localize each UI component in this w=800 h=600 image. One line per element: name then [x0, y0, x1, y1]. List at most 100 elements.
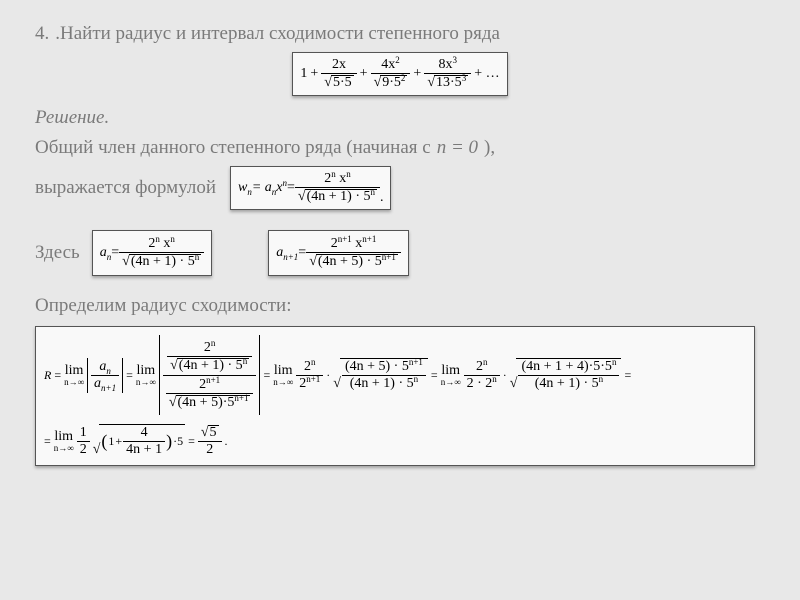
r-mul5: ·5 — [173, 434, 183, 449]
here-label: Здесь — [35, 242, 80, 264]
an-frac: 2n xn (4n + 1) · 5n — [119, 236, 204, 270]
r-1: 1 — [108, 434, 114, 449]
r-l2b: n→∞ — [136, 378, 156, 387]
r-abs2: 2n (4n + 1) · 5n 2n+1 (4n + 5)·5n+1 — [159, 335, 261, 415]
r-s3de: n — [492, 374, 497, 384]
r-s3n: 2 — [476, 359, 483, 374]
t3-den-e: 3 — [462, 73, 467, 83]
r-rn: 5 — [208, 425, 219, 440]
an1-eq: = — [298, 245, 306, 261]
r-fn: 4 — [138, 425, 151, 441]
t1-num: 2x — [329, 57, 349, 73]
term0: 1 — [300, 66, 307, 82]
r-d1: (4n + 1) · 5 — [179, 358, 243, 373]
t3-num-b: 8x — [439, 57, 453, 72]
r-hn: 1 — [77, 425, 90, 441]
an-box: an = 2n xn (4n + 1) · 5n — [92, 230, 212, 276]
an1-nbe: n+1 — [362, 234, 376, 244]
expressed-line: выражается формулой wn = anxn = 2n xn (4… — [35, 166, 765, 210]
r-s3rde: n — [599, 374, 604, 384]
r-s3rd: (4n + 1) · 5 — [535, 376, 599, 391]
wn-de: n — [370, 187, 375, 197]
r-s2rne: n+1 — [409, 357, 423, 367]
an-de: n — [195, 252, 200, 262]
r-eq5: = — [44, 434, 51, 449]
an-eq: = — [111, 245, 119, 261]
an-l: a — [100, 245, 107, 260]
gt-pre: Общий член данного степенного ряда (начи… — [35, 137, 431, 159]
r-result: 5 2 — [198, 424, 222, 458]
radius-row1: R = limn→∞ an an+1 = limn→∞ 2n — [44, 331, 746, 419]
r-a2: a — [94, 376, 101, 391]
r-s2a: 2n 2n+1 — [296, 359, 323, 392]
r-eq4: = — [431, 368, 438, 383]
t3-den: 13·5 — [436, 75, 462, 90]
r-l4t: lim — [441, 364, 460, 378]
plus2: + — [360, 66, 368, 82]
r-abs1: an an+1 — [87, 358, 123, 393]
r-s3a: 2n 2 · 2n — [464, 359, 500, 392]
r-s2n: 2 — [304, 359, 311, 374]
r-l3t: lim — [274, 364, 293, 378]
an1-nb: x — [352, 236, 363, 251]
an-nb: x — [160, 236, 171, 251]
r-eq1: = — [54, 368, 61, 383]
term1: 2x 5·5 — [321, 57, 356, 91]
r-s2sqrt: (4n + 5) · 5n+1 (4n + 1) · 5n — [333, 358, 428, 392]
r-s2rn: (4n + 5) · 5 — [345, 359, 409, 374]
wn-nae: n — [331, 169, 336, 179]
r-eq2: = — [126, 368, 133, 383]
an1-box: an+1 = 2n+1 xn+1 (4n + 5) · 5n+1 — [268, 230, 409, 276]
r-fd: 4n + 1 — [123, 442, 165, 458]
term2: 4x2 9·52 — [371, 57, 411, 91]
r-s2ne: n — [311, 357, 316, 367]
r-l5b: n→∞ — [54, 444, 74, 453]
an-ls: n — [107, 252, 112, 262]
here-line: Здесь an = 2n xn (4n + 1) · 5n an+1 = 2n… — [35, 230, 765, 276]
t2-num-b: 4x — [381, 57, 395, 72]
wn-box: wn = anxn = 2n xn (4n + 1) · 5n . — [230, 166, 392, 210]
r-a2s: n+1 — [101, 383, 116, 393]
expressed-label: выражается формулой — [35, 177, 216, 199]
r-n1e: n — [211, 338, 216, 348]
r-lim3: limn→∞ — [273, 364, 293, 387]
plus1: + — [310, 66, 318, 82]
problem-number: 4. — [35, 23, 49, 45]
r-l1b: n→∞ — [64, 378, 84, 387]
r-s3ne: n — [483, 357, 488, 367]
r-half: 1 2 — [77, 425, 90, 458]
t2-num-e: 2 — [395, 55, 400, 65]
t3-num-e: 3 — [453, 55, 458, 65]
r-plus: + — [115, 434, 122, 449]
r-period: . — [225, 434, 228, 449]
r-s2rd: (4n + 1) · 5 — [350, 376, 414, 391]
an-nbe: n — [170, 234, 175, 244]
solution-label: Решение. — [35, 106, 765, 130]
wn-nb: x — [336, 171, 347, 186]
general-term-line: Общий член данного степенного ряда (начи… — [35, 136, 765, 160]
radius-row2: = limn→∞ 1 2 ( 1 + 4 4n + 1 ) ·5 = 5 — [44, 419, 746, 463]
wn-e1: = a — [252, 180, 272, 195]
wn-e1t: x — [276, 180, 282, 195]
r-s2de: n+1 — [306, 374, 320, 384]
r-lim5: limn→∞ — [54, 430, 74, 453]
term3: 8x3 13·53 — [424, 57, 471, 91]
r-n2e: n+1 — [206, 375, 220, 385]
r-l2t: lim — [137, 364, 156, 378]
r-s3d: 2 · 2 — [467, 376, 493, 391]
series-box: 1 + 2x 5·5 + 4x2 9·52 + 8x3 13·53 + … — [292, 52, 507, 96]
wn-e1te: n — [283, 178, 288, 188]
radius-box: R = limn→∞ an an+1 = limn→∞ 2n — [35, 326, 755, 466]
r-s3rne: n — [612, 357, 617, 367]
r-d1e: n — [243, 356, 248, 366]
r-lim2: limn→∞ — [136, 364, 156, 387]
wn-e2: = — [287, 180, 295, 196]
r-eq6: = — [188, 434, 195, 449]
r-s3sqrt: (4n + 1 + 4)·5·5n (4n + 1) · 5n — [510, 358, 622, 392]
wn-e1s: n — [272, 187, 277, 197]
r-hd: 2 — [77, 442, 90, 458]
r-lim4: limn→∞ — [441, 364, 461, 387]
r-d2: (4n + 5)·5 — [178, 395, 235, 410]
problem-line: 4. .Найти радиус и интервал сходимости с… — [35, 22, 765, 46]
r-n1: 2 — [204, 340, 211, 355]
